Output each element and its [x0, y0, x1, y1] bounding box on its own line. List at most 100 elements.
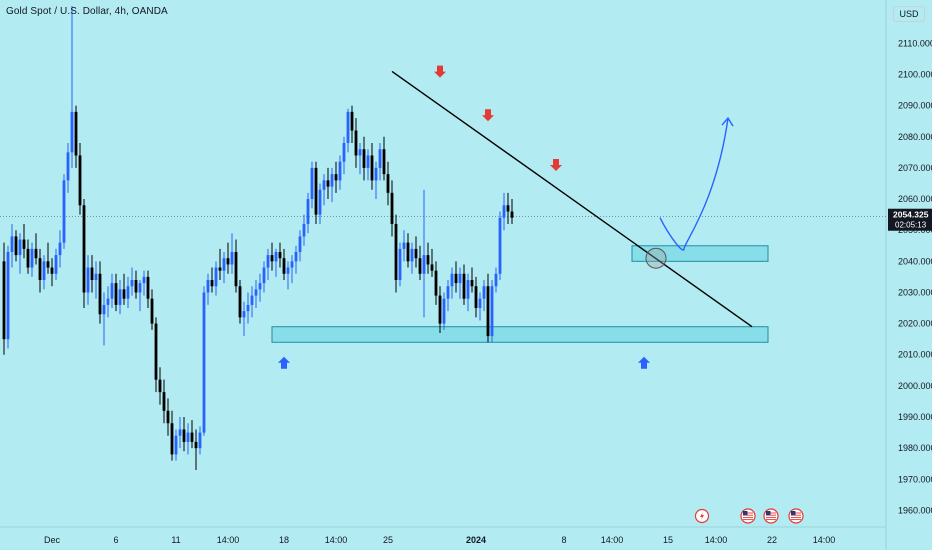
- candle-body: [362, 149, 366, 168]
- candle-body: [114, 283, 118, 305]
- y-tick-label: 2110.000: [898, 38, 932, 48]
- candle-body: [182, 429, 186, 442]
- candle-body: [210, 280, 214, 287]
- forecast-arrowhead: [721, 116, 734, 127]
- x-tick-label: 2024: [466, 535, 486, 545]
- candle-body: [134, 280, 138, 293]
- y-tick-label: 1960.000: [898, 505, 932, 515]
- candle-body: [158, 379, 162, 393]
- candle-body: [442, 298, 446, 324]
- candle-body: [94, 273, 98, 281]
- x-tick-label: 8: [561, 535, 566, 545]
- candle-body: [466, 280, 470, 299]
- x-tick-label: 6: [113, 535, 118, 545]
- current-price-value: 2054.325: [893, 210, 929, 220]
- candle-body: [334, 174, 338, 181]
- candle-body: [454, 273, 458, 284]
- candle-body: [310, 167, 314, 200]
- candle-body: [122, 289, 126, 299]
- x-tick-label: 14:00: [217, 535, 240, 545]
- sell-arrow-icon: [550, 159, 562, 172]
- candle-body: [498, 217, 502, 274]
- candle-body: [54, 255, 58, 274]
- y-tick-label: 1980.000: [898, 443, 932, 453]
- y-tick-label: 1970.000: [898, 474, 932, 484]
- candle-body: [46, 261, 50, 268]
- candle-body: [354, 130, 358, 156]
- buy-arrow-icon: [278, 356, 290, 369]
- candle-body: [290, 261, 294, 268]
- candle-body: [90, 267, 94, 281]
- candle-body: [142, 276, 146, 284]
- y-tick-label: 2030.000: [898, 287, 932, 297]
- candle-body: [458, 273, 462, 284]
- candle-body: [366, 155, 370, 168]
- candle-body: [482, 286, 486, 299]
- x-tick-label: 15: [663, 535, 673, 545]
- symbol-title: Gold Spot / U.S. Dollar, 4h, OANDA: [6, 6, 168, 17]
- candle-body: [78, 155, 82, 206]
- candle-body: [70, 111, 74, 153]
- candle-body: [326, 180, 330, 187]
- candle-body: [66, 152, 70, 181]
- y-tick-label: 2040.000: [898, 256, 932, 266]
- y-tick-label: 2020.000: [898, 319, 932, 329]
- candle-body: [22, 239, 26, 249]
- candle-body: [474, 286, 478, 309]
- lightning-bolt: [700, 512, 704, 520]
- candle-body: [202, 292, 206, 433]
- current-price-badge: [888, 208, 932, 231]
- candle-body: [174, 435, 178, 455]
- candle-body: [18, 239, 22, 256]
- candle-body: [422, 255, 426, 274]
- candle-body: [126, 286, 130, 299]
- sell-arrow-icon: [434, 65, 446, 78]
- candle-body: [358, 149, 362, 156]
- candle-body: [470, 280, 474, 287]
- candle-body: [234, 251, 238, 287]
- candle-body: [330, 174, 334, 187]
- candle-body: [138, 283, 142, 293]
- candle-body: [270, 255, 274, 262]
- support-zone: [271, 326, 769, 343]
- candle-body: [346, 111, 350, 144]
- x-tick-label: 14:00: [601, 535, 624, 545]
- candle-body: [62, 180, 66, 243]
- candle-body: [218, 267, 222, 271]
- candle-body: [350, 111, 354, 131]
- candle-body: [398, 248, 402, 281]
- candle-body: [50, 267, 54, 274]
- bar-countdown: 02:05:13: [895, 221, 927, 230]
- candle-body: [450, 273, 454, 287]
- candle-body: [214, 267, 218, 287]
- candle-body: [282, 258, 286, 274]
- x-tick-label: 14:00: [705, 535, 728, 545]
- candle-body: [502, 205, 506, 218]
- candle-body: [478, 298, 482, 309]
- flag-canton: [791, 511, 796, 515]
- candle-body: [490, 286, 494, 337]
- x-tick-label: 14:00: [813, 535, 836, 545]
- candle-body: [414, 248, 418, 259]
- trendline: [391, 70, 753, 328]
- candle-body: [294, 251, 298, 262]
- x-tick-label: Dec: [44, 535, 61, 545]
- candle-body: [386, 174, 390, 193]
- candle-body: [430, 264, 434, 271]
- y-tick-label: 2090.000: [898, 101, 932, 111]
- candle-body: [194, 441, 198, 449]
- candle-body: [374, 167, 378, 181]
- candle-body: [42, 261, 46, 281]
- candle-body: [242, 311, 246, 318]
- candle-body: [426, 255, 430, 265]
- candle-body: [34, 248, 38, 259]
- sell-arrow-icon: [482, 109, 494, 122]
- candle-body: [434, 270, 438, 296]
- y-tick-label: 1990.000: [898, 412, 932, 422]
- y-tick-label: 2000.000: [898, 381, 932, 391]
- currency-selector-button[interactable]: USD: [893, 6, 925, 22]
- candle-body: [486, 286, 490, 337]
- candle-body: [338, 161, 342, 181]
